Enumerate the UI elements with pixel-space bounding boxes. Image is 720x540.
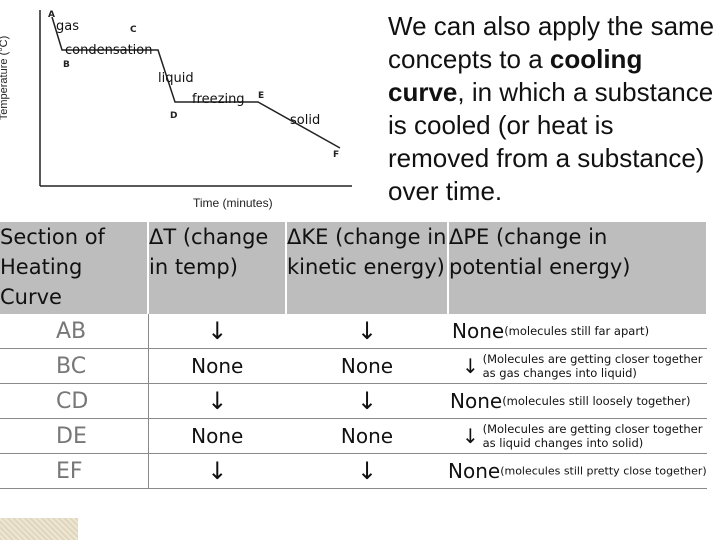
- delta-pe-value: None: [448, 459, 501, 483]
- header-delta-t: ΔT (change in temp): [148, 222, 287, 314]
- y-axis-title: Temperature (°C): [0, 35, 11, 121]
- header-delta-ke: ΔKE (change in kinetic energy): [286, 222, 449, 314]
- delta-pe-note: (molecules still loosely together): [502, 394, 691, 408]
- header-delta-pe: ΔPE (change in potential energy): [448, 222, 708, 314]
- delta-pe-note: (molecules still far apart): [504, 324, 650, 338]
- solid-label: solid: [290, 113, 321, 128]
- point-e-label: E: [258, 91, 265, 101]
- point-b-label: B: [63, 60, 70, 70]
- delta-pe-cell: None(molecules still far apart): [448, 314, 707, 349]
- delta-pe-note: (molecules still pretty close together): [500, 464, 707, 478]
- gas-label: gas: [56, 19, 79, 34]
- delta-pe-value: ↓: [462, 424, 479, 448]
- section-cell: BC: [0, 348, 149, 384]
- cooling-curve-graph: Temperature (°C) Time (minutes) A B C D …: [0, 0, 370, 215]
- delta-pe-value: None: [452, 319, 505, 343]
- table-header-row: Section of Heating Curve ΔT (change in t…: [0, 222, 708, 314]
- delta-pe-cell: None(molecules still loosely together): [448, 383, 707, 419]
- delta-ke-cell: ↓: [286, 453, 448, 489]
- intro-bold-term: cooling curve: [388, 44, 643, 107]
- x-axis-title: Time (minutes): [193, 196, 273, 210]
- condensation-label: condensation: [65, 43, 153, 58]
- intro-text-end: , in which a substance is cooled (or hea…: [388, 77, 714, 206]
- delta-ke-cell: ↓: [286, 314, 448, 349]
- section-cell: AB: [0, 314, 149, 349]
- table-row: BC None None ↓ (Molecules are getting cl…: [0, 348, 707, 384]
- energy-change-table: Section of Heating Curve ΔT (change in t…: [0, 222, 708, 489]
- decorative-corner-pattern: [0, 518, 78, 540]
- section-cell: EF: [0, 453, 149, 489]
- intro-paragraph: We can also apply the same concepts to a…: [388, 10, 718, 208]
- point-a-label: A: [48, 10, 55, 20]
- intro-text-start: We can also apply the same concepts to a: [388, 11, 715, 74]
- delta-pe-value: ↓: [462, 354, 479, 378]
- delta-t-cell: ↓: [148, 383, 286, 419]
- delta-t-cell: None: [148, 418, 286, 454]
- table-row: AB ↓ ↓ None(molecules still far apart): [0, 314, 707, 349]
- delta-pe-note: (Molecules are getting closer together a…: [482, 352, 703, 380]
- delta-ke-cell: ↓: [286, 383, 448, 419]
- delta-ke-cell: None: [286, 348, 448, 384]
- delta-pe-cell: ↓ (Molecules are getting closer together…: [448, 348, 707, 384]
- liquid-label: liquid: [158, 71, 194, 86]
- cooling-curve-line: [51, 16, 341, 149]
- section-cell: CD: [0, 383, 149, 419]
- delta-t-cell: ↓: [148, 453, 286, 489]
- delta-ke-cell: None: [286, 418, 448, 454]
- delta-pe-value: None: [450, 389, 503, 413]
- table-row: EF ↓ ↓ None(molecules still pretty close…: [0, 453, 707, 489]
- point-f-label: F: [333, 150, 340, 160]
- delta-pe-cell: None(molecules still pretty close togeth…: [448, 453, 707, 489]
- table-row: CD ↓ ↓ None(molecules still loosely toge…: [0, 383, 707, 419]
- delta-t-cell: ↓: [148, 314, 286, 349]
- delta-pe-note: (Molecules are getting closer together a…: [482, 422, 703, 450]
- delta-pe-cell: ↓ (Molecules are getting closer together…: [448, 418, 707, 454]
- point-c-label: C: [130, 25, 137, 35]
- delta-t-cell: None: [148, 348, 286, 384]
- point-d-label: D: [170, 111, 178, 121]
- header-section: Section of Heating Curve: [0, 222, 149, 314]
- table-row: DE None None ↓ (Molecules are getting cl…: [0, 418, 707, 454]
- section-cell: DE: [0, 418, 149, 454]
- freezing-label: freezing: [192, 92, 245, 107]
- graph-canvas: [39, 10, 352, 187]
